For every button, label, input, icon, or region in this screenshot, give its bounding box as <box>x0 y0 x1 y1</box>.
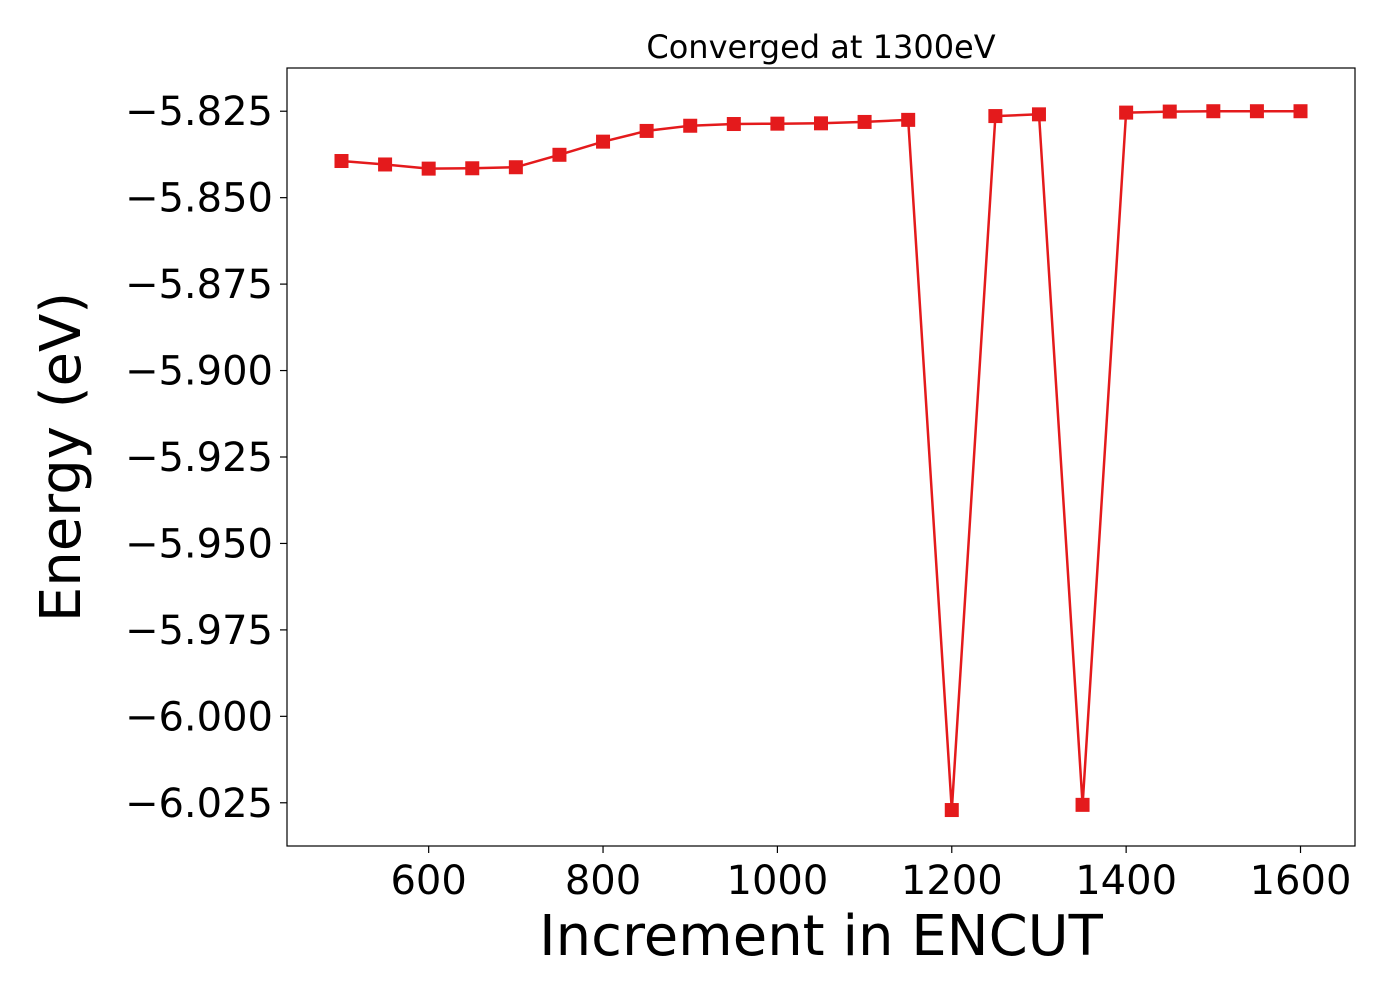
data-point-marker <box>1119 105 1134 120</box>
data-point-marker <box>770 116 785 131</box>
data-point-marker <box>465 161 480 176</box>
data-point-marker <box>508 160 523 175</box>
y-tick-label: −6.000 <box>125 694 273 740</box>
data-point-marker <box>639 123 654 138</box>
x-tick-label: 1000 <box>727 858 829 904</box>
y-tick-label: −5.900 <box>125 349 273 395</box>
x-axis-title: Increment in ENCUT <box>539 904 1104 969</box>
x-tick-label: 800 <box>565 858 641 904</box>
data-point-marker <box>1249 104 1264 119</box>
data-point-marker <box>944 803 959 818</box>
data-point-marker <box>334 154 349 169</box>
y-axis-title: Energy (eV) <box>29 292 94 622</box>
data-point-marker <box>552 147 567 162</box>
plot-area <box>286 67 1356 847</box>
data-point-marker <box>1031 107 1046 122</box>
data-point-marker <box>988 109 1003 124</box>
y-tick-label: −5.825 <box>125 89 273 135</box>
axes: −5.825 −5.850 −5.875 −5.900 −5.925 −5.950 −5.9… <box>125 89 1351 904</box>
data-point-marker <box>378 157 393 172</box>
x-tick-label: 600 <box>390 858 466 904</box>
x-tick-label: 1200 <box>901 858 1003 904</box>
x-tick-label: 1400 <box>1075 858 1177 904</box>
plot-frame <box>286 67 1356 847</box>
chart-title: Converged at 1300eV <box>646 28 995 66</box>
data-point-marker <box>726 117 741 132</box>
data-point-marker <box>1206 104 1221 119</box>
data-series <box>334 104 1308 818</box>
axis-labels: Converged at 1300eV Increment in ENCUT E… <box>29 28 1104 969</box>
y-tick-label: −5.925 <box>125 435 273 481</box>
y-tick-label: −5.850 <box>125 176 273 222</box>
y-tick-label: −6.025 <box>125 781 273 827</box>
data-point-marker <box>596 134 611 149</box>
y-tick-label: −5.875 <box>125 262 273 308</box>
data-point-marker <box>814 116 828 131</box>
data-point-marker <box>421 161 436 176</box>
data-point-marker <box>1162 104 1177 119</box>
data-point-marker <box>683 118 698 133</box>
data-point-marker <box>857 114 872 129</box>
y-tick-label: −5.950 <box>125 521 273 567</box>
data-point-marker <box>1293 104 1308 119</box>
y-tick-label: −5.975 <box>125 608 273 654</box>
x-tick-label: 1600 <box>1250 858 1352 904</box>
data-point-marker <box>901 112 916 127</box>
data-point-marker <box>1075 797 1090 812</box>
